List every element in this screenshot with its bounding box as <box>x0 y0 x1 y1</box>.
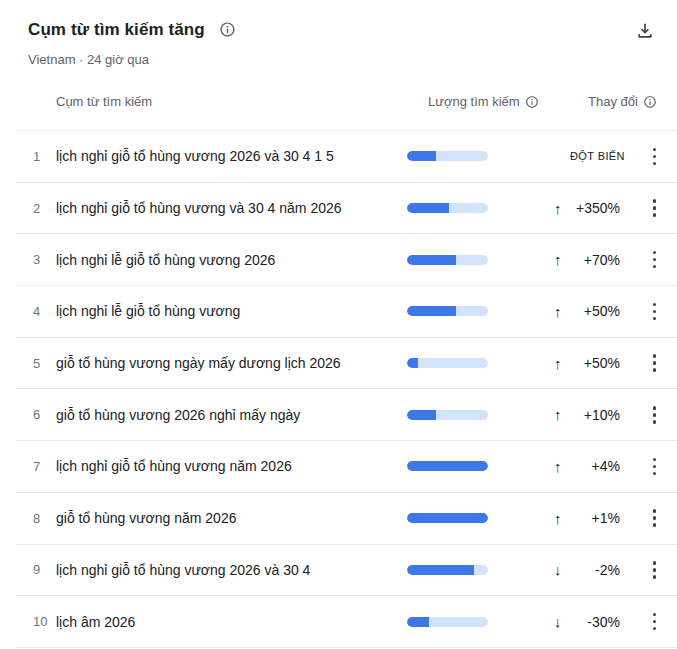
change-value: +4% <box>570 458 632 474</box>
kebab-menu-icon[interactable] <box>637 397 673 433</box>
column-header-volume-label: Lượng tìm kiếm <box>428 94 520 109</box>
table-row: 1 lịch nghỉ giỗ tổ hùng vương 2026 và 30… <box>16 131 677 183</box>
region-timeframe-label: Vietnam · 24 giờ qua <box>28 52 659 67</box>
search-volume-bar <box>407 461 488 471</box>
change-value: +50% <box>570 303 632 319</box>
search-term-link[interactable]: lịch nghỉ giỗ tổ hùng vương năm 2026 <box>56 458 407 474</box>
search-term-link[interactable]: lịch nghỉ lễ giỗ tổ hùng vương 2026 <box>56 252 407 268</box>
row-rank: 8 <box>16 511 56 526</box>
kebab-menu-icon[interactable] <box>637 293 673 329</box>
info-icon[interactable] <box>525 95 539 109</box>
search-term-link[interactable]: giỗ tổ hùng vương ngày mấy dương lịch 20… <box>56 355 407 371</box>
search-term-link[interactable]: lịch nghỉ giỗ tổ hùng vương 2026 và 30 4 <box>56 562 407 578</box>
kebab-menu-icon[interactable] <box>637 552 673 588</box>
search-volume-bar <box>407 617 488 627</box>
search-term-link[interactable]: lịch âm 2026 <box>56 614 407 630</box>
row-rank: 2 <box>16 201 56 216</box>
search-term-link[interactable]: lịch nghỉ lễ giỗ tổ hùng vương <box>56 303 407 319</box>
table-row: 10 lịch âm 2026 ↓ -30% <box>16 596 677 648</box>
table-row: 3 lịch nghỉ lễ giỗ tổ hùng vương 2026 ↑ … <box>16 234 677 286</box>
search-term-link[interactable]: lịch nghỉ giỗ tổ hùng vương và 30 4 năm … <box>56 200 407 216</box>
search-volume-bar <box>407 255 488 265</box>
row-rank: 7 <box>16 459 56 474</box>
search-volume-bar <box>407 565 488 575</box>
change-arrow-icon: ↑ <box>554 458 570 475</box>
change-arrow-icon: ↓ <box>554 613 570 630</box>
change-arrow-icon: ↑ <box>554 303 570 320</box>
search-term-link[interactable]: giỗ tổ hùng vương 2026 nghỉ mấy ngày <box>56 407 407 423</box>
column-header-change: Thay đổi <box>588 94 657 109</box>
table-row: 6 giỗ tổ hùng vương 2026 nghỉ mấy ngày ↑… <box>16 389 677 441</box>
change-value: +10% <box>570 407 632 423</box>
change-value: +50% <box>570 355 632 371</box>
search-volume-bar <box>407 151 488 161</box>
row-rank: 3 <box>16 252 56 267</box>
change-value: +350% <box>570 200 632 216</box>
search-term-link[interactable]: lịch nghỉ giỗ tổ hùng vương 2026 và 30 4… <box>56 148 407 164</box>
change-value: -2% <box>570 562 632 578</box>
row-rank: 5 <box>16 356 56 371</box>
column-header-change-label: Thay đổi <box>588 94 638 109</box>
search-volume-bar <box>407 203 488 213</box>
table-row: 9 lịch nghỉ giỗ tổ hùng vương 2026 và 30… <box>16 545 677 597</box>
info-icon[interactable] <box>643 95 657 109</box>
trending-queries-card: Cụm từ tìm kiếm tăng Vietnam · 24 giờ qu… <box>0 0 677 649</box>
search-volume-bar <box>407 513 488 523</box>
title-info-icon[interactable] <box>215 17 240 42</box>
table-column-headers: Cụm từ tìm kiếm Lượng tìm kiếm Thay đổi <box>28 94 659 110</box>
table-row: 7 lịch nghỉ giỗ tổ hùng vương năm 2026 ↑… <box>16 441 677 493</box>
change-value: -30% <box>570 614 632 630</box>
trending-queries-table: 1 lịch nghỉ giỗ tổ hùng vương 2026 và 30… <box>16 130 677 648</box>
row-rank: 4 <box>16 304 56 319</box>
page-title: Cụm từ tìm kiếm tăng <box>28 20 205 40</box>
row-rank: 9 <box>16 562 56 577</box>
change-arrow-icon: ↑ <box>554 510 570 527</box>
search-volume-bar <box>407 410 488 420</box>
kebab-menu-icon[interactable] <box>637 138 673 174</box>
change-arrow-icon: ↓ <box>554 561 570 578</box>
change-arrow-icon: ↑ <box>554 406 570 423</box>
card-header: Cụm từ tìm kiếm tăng Vietnam · 24 giờ qu… <box>0 0 677 110</box>
search-term-link[interactable]: giỗ tổ hùng vương năm 2026 <box>56 510 407 526</box>
kebab-menu-icon[interactable] <box>637 604 673 640</box>
kebab-menu-icon[interactable] <box>637 448 673 484</box>
kebab-menu-icon[interactable] <box>637 242 673 278</box>
table-row: 2 lịch nghỉ giỗ tổ hùng vương và 30 4 nă… <box>16 183 677 235</box>
row-rank: 1 <box>16 149 56 164</box>
column-header-term: Cụm từ tìm kiếm <box>56 94 152 109</box>
kebab-menu-icon[interactable] <box>637 345 673 381</box>
table-row: 5 giỗ tổ hùng vương ngày mấy dương lịch … <box>16 338 677 390</box>
change-value: ĐỘT BIẾN <box>570 150 637 162</box>
kebab-menu-icon[interactable] <box>637 190 673 226</box>
change-arrow-icon: ↑ <box>554 355 570 372</box>
search-volume-bar <box>407 358 488 368</box>
row-rank: 10 <box>16 614 56 629</box>
change-arrow-icon: ↑ <box>554 251 570 268</box>
change-value: +70% <box>570 252 632 268</box>
change-arrow-icon: ↑ <box>554 200 570 217</box>
change-value: +1% <box>570 510 632 526</box>
table-row: 8 giỗ tổ hùng vương năm 2026 ↑ +1% <box>16 493 677 545</box>
search-volume-bar <box>407 306 488 316</box>
row-rank: 6 <box>16 407 56 422</box>
table-row: 4 lịch nghỉ lễ giỗ tổ hùng vương ↑ +50% <box>16 286 677 338</box>
column-header-volume: Lượng tìm kiếm <box>428 94 539 109</box>
kebab-menu-icon[interactable] <box>637 500 673 536</box>
download-icon[interactable] <box>631 17 659 45</box>
